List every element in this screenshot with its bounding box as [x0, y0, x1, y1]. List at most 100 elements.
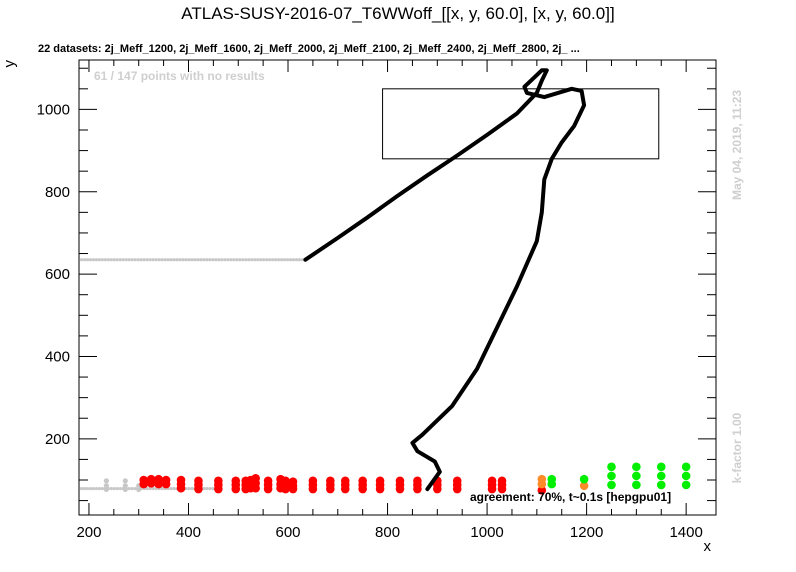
y-tick-label: 400	[45, 348, 70, 365]
no-result-point	[193, 258, 197, 262]
no-result-point	[268, 258, 272, 262]
no-result-point	[88, 487, 93, 491]
excluded-point	[395, 484, 405, 494]
no-result-point	[136, 258, 140, 262]
no-result-point	[288, 258, 293, 262]
no-result-point	[115, 258, 119, 262]
y-tick-label: 1000	[37, 101, 70, 118]
no-result-points	[79, 258, 305, 493]
timestamp: May 04, 2019, 11:23	[730, 90, 744, 200]
excluded-point	[487, 484, 497, 494]
allowed-point	[632, 462, 641, 472]
allowed-point	[656, 480, 666, 490]
no-result-point	[256, 258, 260, 262]
no-result-point	[247, 258, 251, 262]
no-result-point	[163, 258, 167, 262]
no-result-point	[160, 258, 164, 262]
highlight-box	[382, 88, 660, 160]
no-result-point	[202, 487, 206, 491]
no-result-point	[244, 258, 248, 262]
no-result-point	[184, 258, 188, 262]
allowed-point	[632, 480, 641, 490]
x-tick-label: 1400	[669, 524, 702, 541]
allowed-point	[547, 479, 557, 489]
no-result-point	[145, 258, 149, 262]
x-tick-label: 400	[176, 524, 201, 541]
y-tick-label: 600	[45, 266, 70, 283]
x-tick-label: 1200	[570, 524, 603, 541]
no-result-point	[172, 487, 176, 491]
excluded-point	[413, 484, 422, 494]
allowed-point	[681, 471, 691, 481]
no-result-point	[262, 258, 266, 262]
no-result-point	[85, 487, 90, 491]
plot-area	[78, 59, 717, 516]
no-result-point	[118, 487, 122, 491]
no-result-point	[238, 258, 242, 262]
no-result-point	[205, 487, 209, 491]
no-result-point	[130, 258, 134, 262]
no-result-point	[82, 258, 87, 262]
no-result-point	[85, 258, 90, 262]
allowed-point	[607, 471, 616, 481]
no-result-point	[124, 258, 128, 262]
no-result-point	[241, 258, 245, 262]
no-result-point	[205, 258, 209, 262]
excluded-point	[497, 484, 507, 494]
allowed-point	[607, 480, 616, 490]
no-result-point	[91, 258, 96, 262]
allowed-point	[656, 462, 666, 472]
no-result-point	[133, 258, 137, 262]
no-result-point	[151, 258, 155, 262]
no-result-point	[118, 258, 122, 262]
no-result-point	[142, 258, 146, 262]
no-result-point	[166, 258, 170, 262]
no-result-point	[226, 258, 230, 262]
no-result-point	[79, 258, 84, 262]
no-result-point	[127, 487, 131, 491]
y-axis: 200 400 600 800 1000	[37, 67, 716, 502]
x-tick-label: 600	[276, 524, 301, 541]
result-points	[139, 462, 691, 495]
no-result-point	[211, 258, 215, 262]
no-result-point	[145, 487, 149, 491]
no-result-point	[294, 258, 299, 262]
excluded-point	[340, 484, 350, 494]
allowed-point	[632, 471, 641, 481]
no-result-point	[139, 258, 143, 262]
no-result-point	[122, 486, 128, 493]
no-result-point	[178, 258, 182, 262]
no-result-point	[97, 487, 102, 491]
no-results-note: 61 / 147 points with no results	[94, 69, 265, 83]
no-result-point	[91, 487, 96, 491]
no-result-point	[190, 487, 194, 491]
no-result-point	[282, 258, 287, 262]
no-result-point	[265, 258, 269, 262]
no-result-point	[79, 487, 84, 491]
border-point	[579, 481, 589, 491]
no-result-point	[196, 258, 200, 262]
no-result-point	[109, 487, 113, 491]
no-result-point	[112, 258, 116, 262]
no-result-point	[229, 258, 233, 262]
excluded-point	[537, 485, 547, 495]
excluded-point	[194, 484, 203, 494]
excluded-point	[154, 479, 163, 489]
no-result-point	[103, 483, 109, 489]
excluded-point	[251, 483, 260, 493]
excluded-point	[281, 484, 290, 494]
no-result-point	[291, 258, 296, 262]
no-result-point	[100, 258, 104, 262]
no-result-point	[235, 258, 239, 262]
no-result-point	[103, 258, 107, 262]
no-result-point	[148, 487, 152, 491]
no-result-point	[223, 258, 227, 262]
no-result-point	[250, 258, 254, 262]
no-result-point	[172, 258, 176, 262]
no-result-point	[115, 487, 119, 491]
no-result-point	[103, 486, 109, 493]
no-result-point	[169, 487, 173, 491]
y-tick-label: 800	[45, 184, 70, 201]
x-axis-label: x	[704, 538, 712, 555]
